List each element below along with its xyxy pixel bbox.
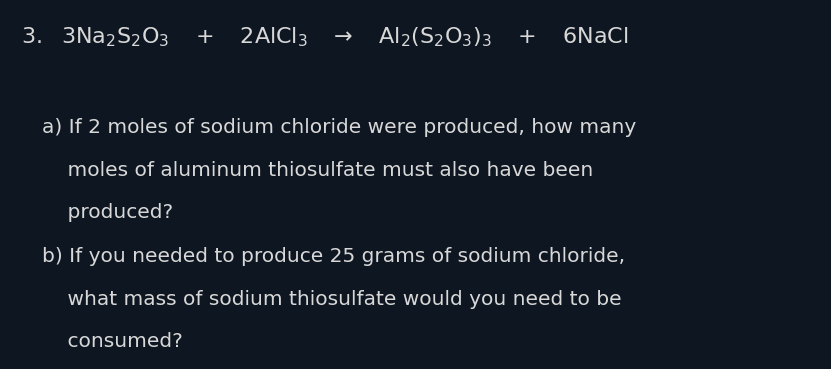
Text: moles of aluminum thiosulfate must also have been: moles of aluminum thiosulfate must also … (42, 161, 593, 179)
Text: consumed?: consumed? (42, 332, 182, 351)
Text: $\mathregular{3.\ \ 3Na_2S_2O_3\ \ \ +\ \ \ 2AlCl_3\ \ \ \rightarrow\ \ \ Al_2(S: $\mathregular{3.\ \ 3Na_2S_2O_3\ \ \ +\ … (21, 26, 628, 49)
Text: b) If you needed to produce 25 grams of sodium chloride,: b) If you needed to produce 25 grams of … (42, 247, 625, 266)
Text: a) If 2 moles of sodium chloride were produced, how many: a) If 2 moles of sodium chloride were pr… (42, 118, 636, 137)
Text: what mass of sodium thiosulfate would you need to be: what mass of sodium thiosulfate would yo… (42, 290, 622, 308)
Text: produced?: produced? (42, 203, 173, 222)
